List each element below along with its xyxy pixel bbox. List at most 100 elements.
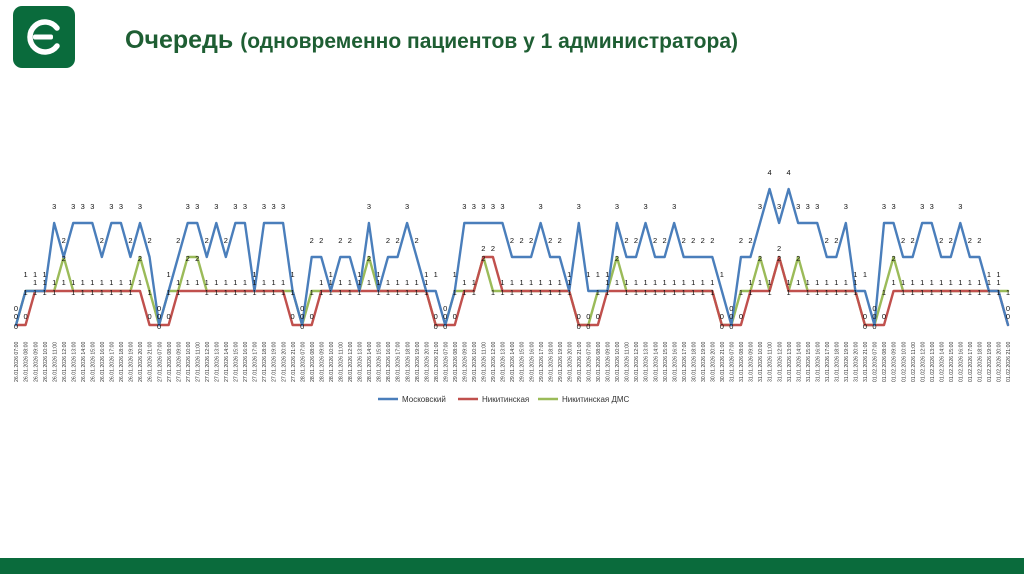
data-label: 1 — [395, 288, 399, 297]
data-label: 1 — [977, 278, 981, 287]
data-label: 3 — [462, 202, 466, 211]
data-label: 1 — [81, 288, 85, 297]
x-tick-label: 29.01.2026 07:00 — [443, 341, 449, 382]
data-label: 1 — [376, 270, 380, 279]
data-label: 3 — [90, 202, 94, 211]
data-label: 0 — [23, 312, 27, 321]
data-label: 1 — [853, 278, 857, 287]
x-tick-label: 27.01.2026 12:00 — [205, 341, 211, 382]
x-tick-label: 31.01.2026 20:00 — [854, 341, 860, 382]
x-tick-label: 29.01.2026 08:00 — [453, 341, 459, 382]
data-label: 1 — [701, 278, 705, 287]
data-label: 2 — [777, 244, 781, 253]
data-label: 3 — [796, 202, 800, 211]
data-label: 1 — [500, 278, 504, 287]
x-tick-label: 26.01.2026 15:00 — [91, 341, 97, 382]
data-label: 1 — [987, 278, 991, 287]
x-tick-label: 29.01.2026 14:00 — [510, 341, 516, 382]
data-label: 2 — [548, 236, 552, 245]
data-label: 0 — [1006, 304, 1010, 313]
data-label: 0 — [729, 304, 733, 313]
data-label: 1 — [252, 278, 256, 287]
data-label: 1 — [796, 278, 800, 287]
x-tick-label: 30.01.2026 21:00 — [720, 341, 726, 382]
data-label: 1 — [243, 278, 247, 287]
data-label: 0 — [586, 312, 590, 321]
data-label: 1 — [691, 288, 695, 297]
data-label: 1 — [920, 288, 924, 297]
data-label: 1 — [510, 278, 514, 287]
data-label: 1 — [233, 278, 237, 287]
data-label: 1 — [357, 270, 361, 279]
series-line-2 — [14, 255, 1010, 327]
data-label: 2 — [386, 236, 390, 245]
company-logo-icon — [27, 19, 60, 55]
data-label: 2 — [224, 236, 228, 245]
data-label: 1 — [605, 270, 609, 279]
data-label: 1 — [911, 288, 915, 297]
data-label: 1 — [539, 288, 543, 297]
x-tick-label: 31.01.2026 12:00 — [777, 341, 783, 382]
data-label: 1 — [672, 288, 676, 297]
data-label: 0 — [147, 312, 151, 321]
data-label: 2 — [147, 236, 151, 245]
data-label: 1 — [605, 278, 609, 287]
data-label: 1 — [682, 288, 686, 297]
company-logo — [13, 6, 75, 68]
page-title-main: Очередь — [125, 26, 234, 54]
data-label: 0 — [300, 322, 304, 331]
x-tick-label: 30.01.2026 08:00 — [596, 341, 602, 382]
data-label: 1 — [949, 278, 953, 287]
data-label: 1 — [815, 288, 819, 297]
data-label: 1 — [52, 288, 56, 297]
x-tick-label: 27.01.2026 20:00 — [281, 341, 287, 382]
data-label: 1 — [844, 288, 848, 297]
legend-label-1: Московский — [402, 395, 446, 404]
data-label: 2 — [62, 236, 66, 245]
data-label: 2 — [949, 236, 953, 245]
data-label: 2 — [939, 236, 943, 245]
x-tick-label: 27.01.2026 15:00 — [234, 341, 240, 382]
x-tick-label: 28.01.2026 17:00 — [396, 341, 402, 382]
data-label: 2 — [777, 254, 781, 263]
x-tick-label: 28.01.2026 07:00 — [300, 341, 306, 382]
x-tick-label: 31.01.2026 13:00 — [787, 341, 793, 382]
data-label: 0 — [720, 322, 724, 331]
data-label: 1 — [233, 288, 237, 297]
x-tick-label: 28.01.2026 16:00 — [386, 341, 392, 382]
data-label: 1 — [691, 278, 695, 287]
data-label: 3 — [233, 202, 237, 211]
data-label: 2 — [710, 236, 714, 245]
data-label: 2 — [491, 244, 495, 253]
data-label: 1 — [462, 278, 466, 287]
x-tick-label: 29.01.2026 20:00 — [567, 341, 573, 382]
x-tick-label: 01.02.2026 18:00 — [978, 341, 984, 382]
x-tick-label: 27.01.2026 09:00 — [176, 341, 182, 382]
data-label: 1 — [987, 288, 991, 297]
x-tick-label: 01.02.2026 20:00 — [997, 341, 1003, 382]
data-label: 1 — [281, 278, 285, 287]
data-label: 1 — [939, 278, 943, 287]
data-label: 0 — [443, 312, 447, 321]
data-label: 1 — [319, 288, 323, 297]
data-label: 1 — [119, 288, 123, 297]
data-label: 1 — [243, 288, 247, 297]
x-tick-label: 28.01.2026 09:00 — [319, 341, 325, 382]
x-tick-label: 29.01.2026 15:00 — [520, 341, 526, 382]
data-label: 1 — [510, 288, 514, 297]
x-tick-label: 29.01.2026 09:00 — [463, 341, 469, 382]
data-label: 1 — [834, 288, 838, 297]
data-label: 3 — [214, 202, 218, 211]
data-label: 2 — [891, 254, 895, 263]
data-label: 1 — [710, 278, 714, 287]
data-label: 1 — [472, 278, 476, 287]
data-label: 1 — [758, 278, 762, 287]
data-label: 1 — [62, 278, 66, 287]
data-label: 3 — [481, 202, 485, 211]
data-label: 0 — [872, 304, 876, 313]
data-label: 1 — [434, 270, 438, 279]
data-label: 1 — [109, 278, 113, 287]
x-tick-label: 28.01.2026 20:00 — [424, 341, 430, 382]
data-label: 1 — [319, 278, 323, 287]
